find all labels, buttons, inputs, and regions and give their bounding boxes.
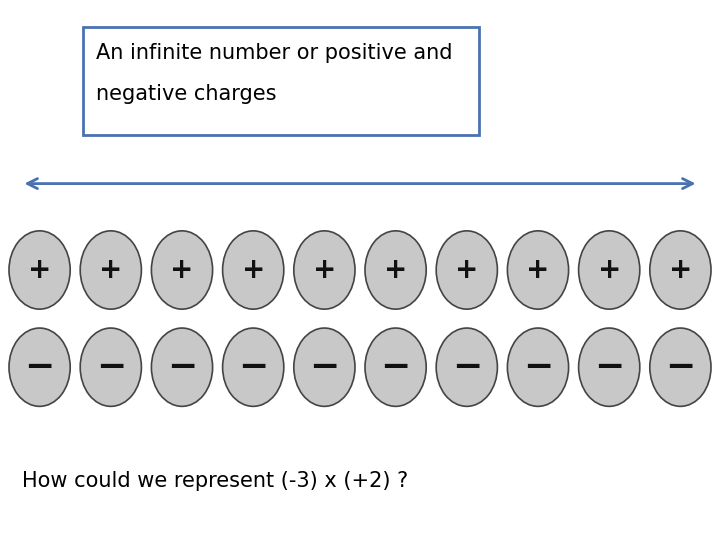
Text: −: − xyxy=(380,350,410,384)
Ellipse shape xyxy=(508,231,569,309)
Ellipse shape xyxy=(365,231,426,309)
Ellipse shape xyxy=(649,328,711,406)
Text: negative charges: negative charges xyxy=(96,84,276,104)
Text: How could we represent (-3) x (+2) ?: How could we represent (-3) x (+2) ? xyxy=(22,470,408,491)
Text: −: − xyxy=(96,350,126,384)
Text: −: − xyxy=(523,350,553,384)
Ellipse shape xyxy=(649,231,711,309)
Text: +: + xyxy=(526,256,549,284)
Ellipse shape xyxy=(9,328,71,406)
Text: −: − xyxy=(451,350,482,384)
Ellipse shape xyxy=(222,328,284,406)
Ellipse shape xyxy=(436,231,498,309)
Text: +: + xyxy=(598,256,621,284)
Text: +: + xyxy=(28,256,51,284)
Ellipse shape xyxy=(151,231,212,309)
Ellipse shape xyxy=(294,328,355,406)
Ellipse shape xyxy=(294,231,355,309)
Text: +: + xyxy=(669,256,692,284)
Text: −: − xyxy=(24,350,55,384)
Text: +: + xyxy=(241,256,265,284)
Text: −: − xyxy=(238,350,269,384)
Text: −: − xyxy=(665,350,696,384)
Ellipse shape xyxy=(80,328,141,406)
Ellipse shape xyxy=(579,231,640,309)
Text: +: + xyxy=(312,256,336,284)
Ellipse shape xyxy=(9,231,71,309)
Text: +: + xyxy=(384,256,408,284)
Text: An infinite number or positive and: An infinite number or positive and xyxy=(96,43,452,63)
Text: +: + xyxy=(171,256,194,284)
Ellipse shape xyxy=(151,328,212,406)
FancyBboxPatch shape xyxy=(83,27,479,135)
Text: +: + xyxy=(455,256,479,284)
Ellipse shape xyxy=(80,231,141,309)
Ellipse shape xyxy=(508,328,569,406)
Ellipse shape xyxy=(579,328,640,406)
Ellipse shape xyxy=(222,231,284,309)
Ellipse shape xyxy=(436,328,498,406)
Text: −: − xyxy=(594,350,624,384)
Text: −: − xyxy=(167,350,197,384)
Text: −: − xyxy=(310,350,340,384)
Ellipse shape xyxy=(365,328,426,406)
Text: +: + xyxy=(99,256,122,284)
